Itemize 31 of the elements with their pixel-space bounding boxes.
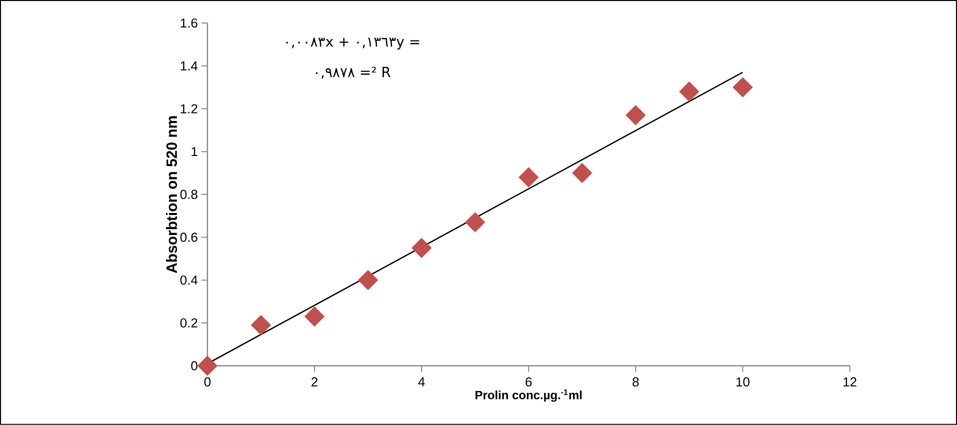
x-tick-label: 8 [632,377,639,387]
point [250,314,272,336]
point [411,238,432,258]
y-axis-title: Absorbtion on 520 nm [166,116,178,274]
point [464,212,486,232]
x-tick-label: 4 [418,377,425,386]
y-tick-label: 0.6 [180,232,198,242]
point [304,306,325,327]
x-axis-title: Prolin conc.µg.$^{-1}$ml [476,389,582,402]
x-tick-label: 10 [736,377,750,387]
point [572,162,592,184]
x-tick-label: 12 [844,377,856,386]
point [626,105,646,126]
point [679,82,700,102]
y-tick-label: 1.6 [180,18,198,28]
y-tick-label: 1.2 [180,104,198,114]
annotation: ٠,٠٠٨٣x + ٠,١٣٦٣y = [286,38,420,50]
y-tick-label: 0.4 [180,276,198,285]
annotation: ٠,٩٨٧٨ =² R [316,66,391,79]
y-tick-label: 1 [192,147,198,156]
y-tick-label: 1.4 [180,61,198,70]
x-tick-label: 2 [312,377,318,386]
point [197,356,218,376]
point [518,167,539,188]
point [358,270,378,290]
x-tick-label: 6 [526,377,532,387]
y-tick-label: 0.2 [180,318,198,328]
point [732,77,753,98]
y-tick-label: 0.8 [180,190,198,200]
y-tick-label: 0 [191,361,198,370]
x-tick-label: 0 [204,377,211,387]
